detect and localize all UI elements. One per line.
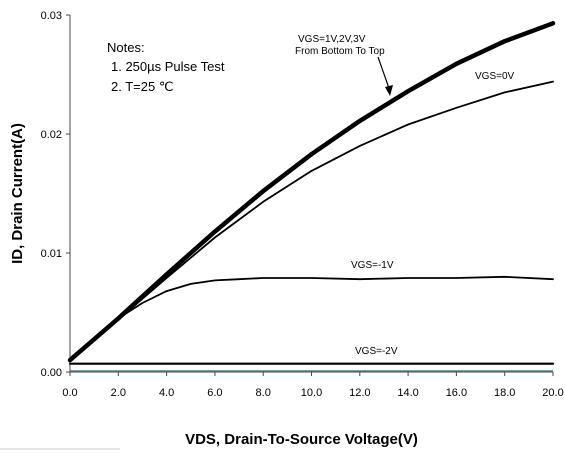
series-label: VGS=0V [475,71,515,82]
bottom-divider [0,448,120,450]
y-tick-label: 0.02 [41,129,62,141]
series-label: VGS=-2V [355,346,398,357]
series-line [69,80,554,362]
series-line [67,21,556,363]
y-tick-label: 0.00 [41,367,62,379]
y-tick-label: 0.03 [41,10,62,22]
x-tick-label: 8.0 [256,387,271,399]
note-line: 2. T=25 ℃ [111,79,173,94]
series-label-detail: From Bottom To Top [295,46,385,57]
series-label: VGS=-1V [351,260,394,271]
x-tick-label: 2.0 [111,387,126,399]
series-label: VGS=1V,2V,3V [298,34,366,45]
x-tick-label: 18.0 [494,387,515,399]
x-tick-label: 16.0 [446,387,467,399]
x-tick-label: 10.0 [301,387,322,399]
series-line [69,275,554,362]
x-axis-title: VDS, Drain-To-Source Voltage(V) [185,431,418,448]
x-tick-label: 20.0 [542,387,563,399]
tick-labels: 0.00 0.01 0.02 0.03 0.0 2.0 4.0 6.0 8.0 10.0 12.0 1… [41,10,564,399]
series-group [67,21,556,372]
x-tick-label: 4.0 [159,387,174,399]
y-tick-label: 0.01 [41,248,62,260]
x-tick-label: 14.0 [397,387,418,399]
notes: Notes: 1. 250µs Pulse Test 2. T=25 ℃ [107,40,225,94]
axes [66,14,554,376]
y-axis-title: ID, Drain Current(A) [9,123,26,264]
x-tick-label: 0.0 [62,387,77,399]
note-line: Notes: [107,40,145,55]
note-line: 1. 250µs Pulse Test [111,59,225,74]
x-tick-label: 6.0 [207,387,222,399]
x-tick-label: 12.0 [349,387,370,399]
callout-arrowhead [385,85,393,96]
callout-line [377,56,391,92]
